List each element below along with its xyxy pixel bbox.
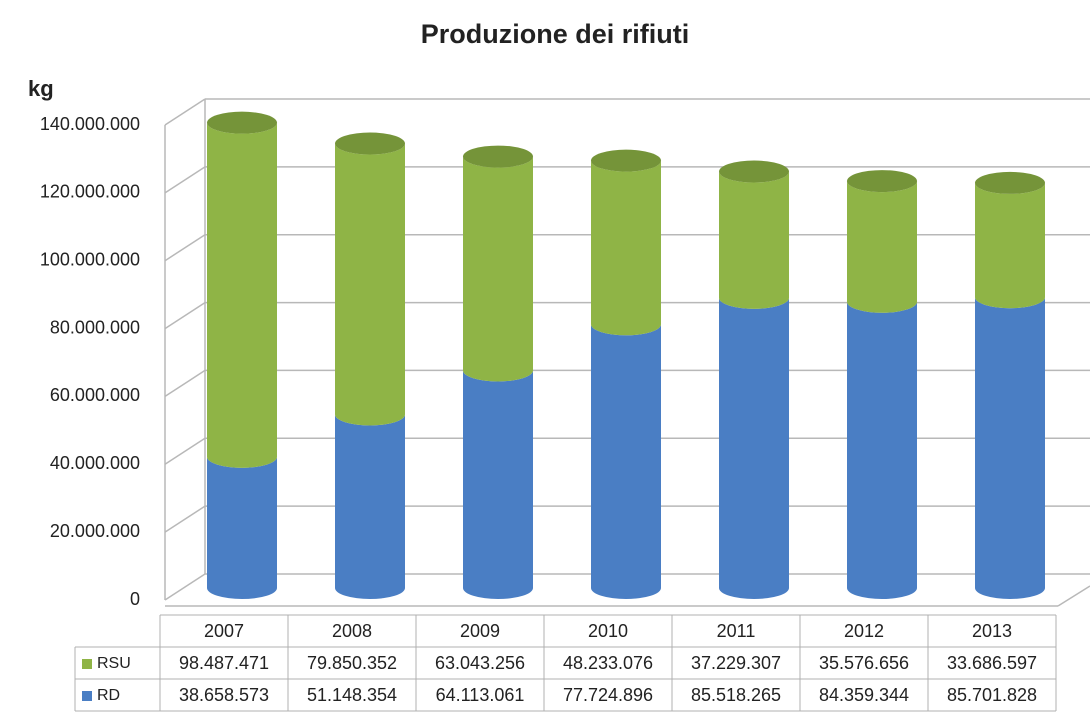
y-tick-label: 120.000.000: [40, 182, 140, 202]
cylinder-segment: [335, 143, 405, 426]
cylinder-top: [975, 171, 1045, 194]
cylinder-top: [207, 111, 277, 134]
table-value: 51.148.354: [307, 685, 397, 705]
grid-line-side: [164, 369, 206, 398]
cylinder-segment: [847, 301, 917, 599]
grid-line-side: [164, 234, 206, 262]
cylinder-segment: [463, 370, 533, 599]
grid-line-side: [164, 573, 206, 601]
grid-line-side: [164, 505, 206, 533]
y-tick-label: 40.000.000: [50, 453, 140, 473]
floor-right: [1057, 585, 1090, 607]
cylinder-segment: [719, 171, 789, 309]
grid-line-side: [164, 301, 206, 330]
x-tick-label: 2012: [844, 621, 884, 641]
legend-swatch: [82, 659, 92, 669]
cylinder-segment: [591, 160, 661, 336]
legend-label: RSU: [97, 655, 131, 672]
table-value: 64.113.061: [436, 685, 525, 705]
y-tick-label: 60.000.000: [50, 385, 140, 405]
table-value: 33.686.597: [947, 653, 1037, 673]
cylinder-segment: [591, 324, 661, 599]
table-value: 84.359.344: [819, 685, 909, 705]
cylinder-segment: [847, 181, 917, 313]
x-tick-label: 2010: [588, 621, 628, 641]
y-tick-label: 0: [130, 589, 140, 609]
y-axis-label: kg: [28, 76, 54, 101]
cylinder-segment: [975, 297, 1045, 599]
cylinder-top: [719, 160, 789, 183]
cylinder-segment: [207, 456, 277, 599]
x-tick-label: 2008: [332, 621, 372, 641]
y-tick-label: 140.000.000: [40, 114, 140, 134]
y-tick-label: 100.000.000: [40, 249, 140, 269]
cylinder-top: [335, 132, 405, 155]
grid-line-side: [164, 437, 206, 465]
cylinder-segment: [719, 297, 789, 599]
x-tick-label: 2009: [460, 621, 500, 641]
cylinder-segment: [335, 414, 405, 599]
table-value: 37.229.307: [691, 653, 781, 673]
x-tick-label: 2007: [204, 621, 244, 641]
chart-title: Produzione dei rifiuti: [421, 19, 690, 49]
y-tick-label: 80.000.000: [50, 317, 140, 337]
cylinder-top: [591, 149, 661, 172]
table-value: 98.487.471: [179, 653, 269, 673]
x-tick-label: 2011: [717, 621, 756, 641]
cylinder-segment: [463, 156, 533, 382]
legend-label: RD: [97, 687, 120, 704]
cylinder-segment: [975, 182, 1045, 309]
table-value: 77.724.896: [563, 685, 653, 705]
table-value: 79.850.352: [307, 653, 397, 673]
legend-swatch: [82, 691, 92, 701]
x-tick-label: 2013: [972, 621, 1012, 641]
table-value: 85.701.828: [947, 685, 1037, 705]
table-value: 38.658.573: [179, 685, 269, 705]
table-value: 85.518.265: [691, 685, 781, 705]
grid-line-side: [164, 98, 206, 126]
table-value: 48.233.076: [563, 653, 653, 673]
cylinder-top: [847, 170, 917, 193]
y-tick-label: 20.000.000: [50, 521, 140, 541]
table-value: 63.043.256: [435, 653, 525, 673]
cylinder-segment: [207, 122, 277, 468]
cylinder-top: [463, 145, 533, 168]
grid-line-side: [164, 166, 206, 194]
table-value: 35.576.656: [819, 653, 909, 673]
